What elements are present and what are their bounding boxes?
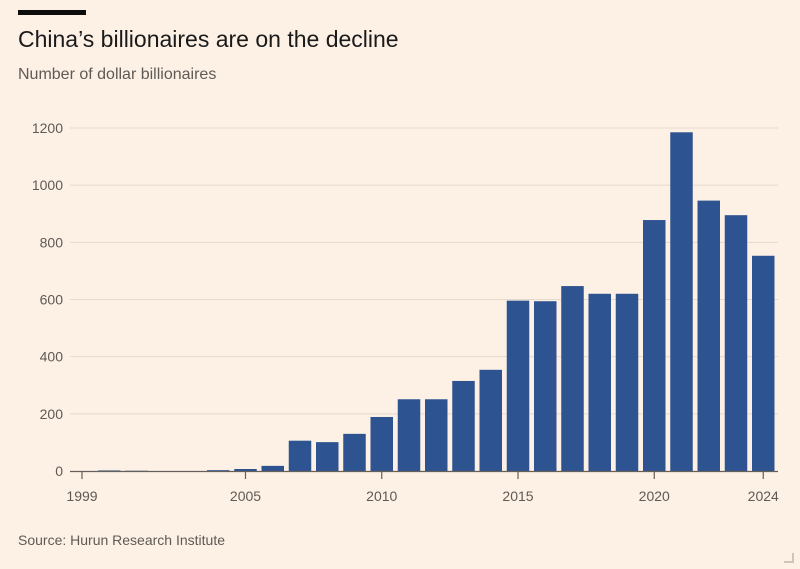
bar-2004 xyxy=(207,470,230,471)
bar-2020 xyxy=(643,220,666,471)
bar-2007 xyxy=(288,440,312,471)
y-axis-ticks: 0 200 400 600 800 1000 1200 xyxy=(32,120,63,479)
bar-2024 xyxy=(752,255,775,471)
bar-2006 xyxy=(261,465,284,471)
bar-2023 xyxy=(724,215,748,471)
bars xyxy=(98,132,775,472)
bar-2014 xyxy=(479,369,502,471)
x-axis-ticks: 1999 2005 2010 2015 2020 2024 xyxy=(66,471,779,504)
bar-2018 xyxy=(588,293,611,471)
x-tick-label: 1999 xyxy=(66,488,97,504)
x-tick-label: 2015 xyxy=(502,488,533,504)
brand-top-rule xyxy=(18,10,86,15)
y-tick-label: 400 xyxy=(40,349,64,365)
bar-2013 xyxy=(452,380,475,471)
y-tick-label: 200 xyxy=(40,406,64,422)
x-tick-label: 2024 xyxy=(748,488,779,504)
bar-2019 xyxy=(615,293,639,471)
y-tick-label: 1200 xyxy=(32,120,63,136)
x-tick-label: 2020 xyxy=(639,488,670,504)
bar-2017 xyxy=(561,286,584,471)
bar-2009 xyxy=(343,433,366,471)
y-tick-label: 0 xyxy=(55,463,63,479)
bar-2008 xyxy=(316,442,339,471)
y-tick-label: 800 xyxy=(40,234,64,250)
bar-2012 xyxy=(425,399,448,471)
bar-2011 xyxy=(397,399,421,471)
bar-2015 xyxy=(506,300,530,471)
x-tick-label: 2010 xyxy=(366,488,397,504)
chart-subtitle: Number of dollar billionaires xyxy=(18,66,217,83)
y-tick-label: 1000 xyxy=(32,177,63,193)
source-note: Source: Hurun Research Institute xyxy=(18,532,225,548)
bar-2022 xyxy=(697,200,720,471)
x-tick-label: 2005 xyxy=(230,488,261,504)
resize-handle-icon xyxy=(784,553,794,563)
y-tick-label: 600 xyxy=(40,292,64,308)
chart-title: China’s billionaires are on the decline xyxy=(18,26,399,52)
bar-2021 xyxy=(670,132,693,472)
bar-2005 xyxy=(234,469,257,471)
bar-2000 xyxy=(98,470,121,471)
bar-2010 xyxy=(370,416,393,471)
bar-2016 xyxy=(534,301,557,471)
